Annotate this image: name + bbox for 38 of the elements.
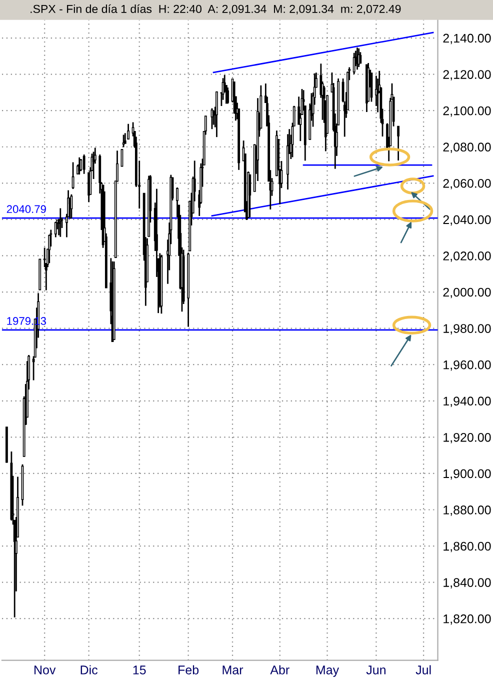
x-tick-label: Nov [34, 666, 56, 674]
candlestick [43, 246, 46, 268]
y-tick-label: 2,120.00 [443, 70, 491, 80]
x-tick-label: Dic [80, 665, 98, 674]
candlestick [120, 148, 124, 167]
x-tick-label: 15 [133, 666, 146, 674]
ref-line-label: 2040.79 [6, 205, 46, 214]
y-tick-label: 1,980.00 [444, 324, 491, 334]
y-tick-label: 2,080.00 [443, 142, 491, 153]
y-tick-label: 1,820.00 [444, 614, 491, 625]
candlestick [248, 174, 252, 218]
y-tick-label: 2,100.00 [443, 106, 491, 117]
y-tick-label: 2,020.00 [443, 252, 491, 262]
y-tick-label: 2,000.00 [443, 288, 491, 298]
x-tick-label: Abr [270, 665, 290, 674]
candlestick [216, 90, 218, 138]
x-tick-label: May [316, 666, 340, 677]
y-tick-label: 2,040.00 [443, 215, 491, 226]
candlestick [70, 194, 73, 220]
y-tick-label: 1,900.00 [444, 469, 491, 480]
y-tick-label: 1,860.00 [444, 542, 491, 552]
y-tick-label: 1,920.00 [444, 432, 491, 444]
x-tick-label: Jul [416, 665, 431, 674]
chart-title: .SPX - Fin de día 1 días H: 22:40 A: 2,091.34 M: 2,091.34 m: 2,072.49 [30, 4, 401, 14]
y-tick-label: 2,140.00 [443, 34, 491, 44]
y-tick-label: 1,880.00 [444, 506, 491, 516]
candlestick [54, 221, 57, 238]
x-tick-label: Mar [222, 666, 244, 674]
candlestick [82, 154, 86, 175]
candlestick [397, 126, 400, 162]
y-tick-label: 1,960.00 [444, 360, 491, 371]
y-tick-label: 1,940.00 [444, 396, 491, 408]
x-tick-label: Jun [366, 666, 386, 674]
y-tick-label: 2,060.00 [443, 178, 491, 190]
candlestick [127, 123, 130, 140]
candlestick [80, 158, 82, 172]
x-tick-label: Feb [178, 665, 199, 674]
y-tick-label: 1,840.00 [444, 578, 491, 588]
